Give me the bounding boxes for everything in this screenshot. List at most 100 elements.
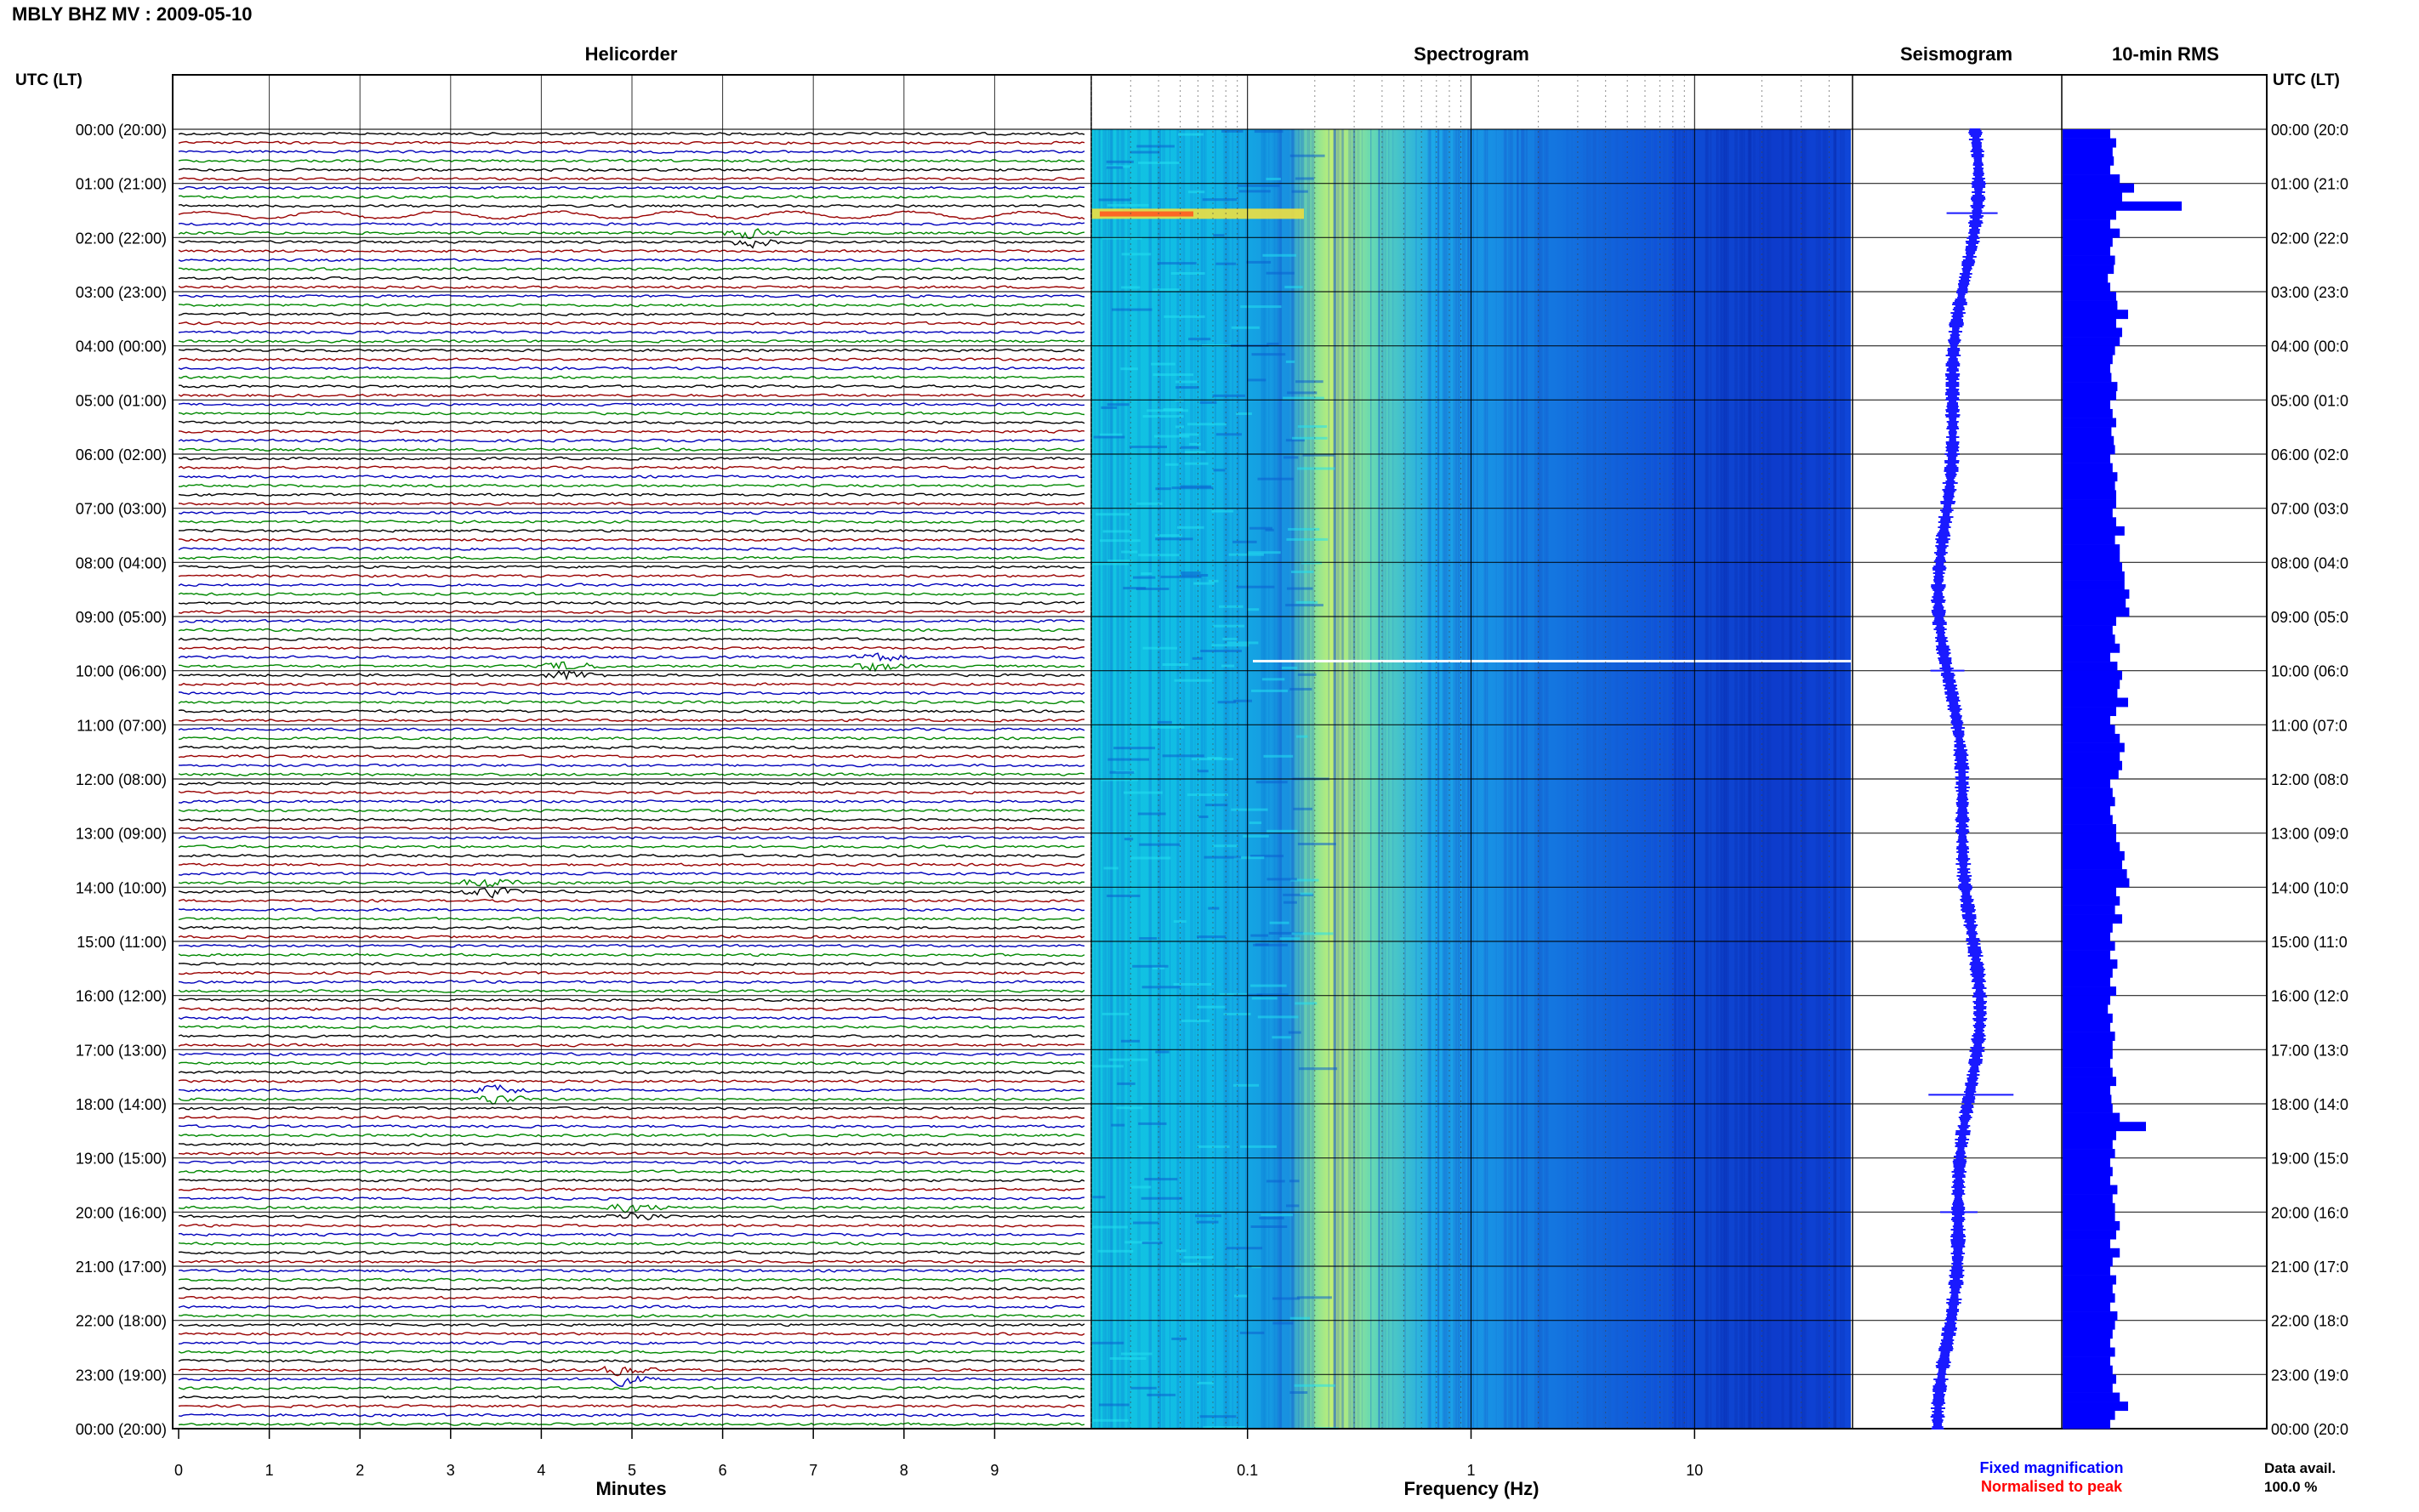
spectrogram-patch xyxy=(1300,892,1313,895)
rms-bar xyxy=(2063,662,2118,671)
spectrogram-patch xyxy=(1124,791,1163,794)
spectrogram-patch xyxy=(1215,433,1242,436)
spectrogram-patch xyxy=(1157,720,1172,724)
left-time-label: 18:00 (14:00) xyxy=(76,1096,167,1113)
left-time-label: 15:00 (11:00) xyxy=(77,934,167,951)
rms-bar xyxy=(2063,310,2128,320)
spectrogram-patch xyxy=(1106,166,1124,169)
spectrogram-patch xyxy=(1181,574,1209,577)
rms-bar xyxy=(2063,390,2116,401)
spectrogram-patch xyxy=(1107,895,1141,897)
minutes-axis-label: Minutes xyxy=(595,1478,666,1499)
rms-bar xyxy=(2063,1067,2113,1077)
left-time-label: 00:00 (20:00) xyxy=(76,1421,167,1438)
spectrogram-patch xyxy=(1266,178,1281,180)
spectrogram-patch xyxy=(1112,308,1153,311)
spectrogram-patch xyxy=(1121,1352,1153,1356)
right-time-label: 04:00 (00:0 xyxy=(2271,338,2348,355)
spectrogram-patch xyxy=(1174,679,1212,682)
minute-tick-label: 8 xyxy=(900,1462,908,1479)
spectrogram-patch xyxy=(1221,664,1235,668)
spectrogram-patch xyxy=(1289,687,1312,691)
spectrogram-patch xyxy=(1266,878,1297,881)
spectrogram-patch xyxy=(1113,747,1156,750)
rms-bar xyxy=(2063,607,2130,617)
rms-bar xyxy=(2063,760,2122,770)
rms-bar xyxy=(2063,1004,2109,1015)
right-time-label: 10:00 (06:0 xyxy=(2271,663,2348,680)
left-time-label: 12:00 (08:00) xyxy=(76,771,167,788)
spectrogram-patch xyxy=(1294,1384,1335,1387)
frequency-tick-label: 0.1 xyxy=(1237,1462,1258,1479)
rms-bar xyxy=(2063,986,2116,996)
right-time-label: 00:00 (20:0 xyxy=(2271,122,2348,139)
spectrogram-patch xyxy=(1197,1005,1226,1009)
spectrogram-patch xyxy=(1208,907,1220,910)
spectrogram-patch xyxy=(1272,1297,1301,1300)
spectrogram-patch xyxy=(1289,1391,1308,1394)
spectrogram-patch xyxy=(1202,198,1238,202)
right-time-label: 18:00 (14:0 xyxy=(2271,1096,2348,1113)
right-time-label: 03:00 (23:0 xyxy=(2271,284,2348,301)
rms-bar xyxy=(2063,1149,2115,1158)
spectrogram-patch xyxy=(1257,477,1294,480)
spectrogram-patch xyxy=(1102,236,1142,240)
spectrogram-gap xyxy=(1253,659,1851,662)
left-time-label: 13:00 (09:00) xyxy=(76,826,167,843)
spectrogram-patch xyxy=(1091,1065,1124,1068)
left-time-label: 14:00 (10:00) xyxy=(76,879,167,896)
spectrogram-patch xyxy=(1291,436,1328,440)
spectrogram-patch xyxy=(1232,540,1257,543)
left-time-label: 10:00 (06:00) xyxy=(76,663,167,680)
rms-bar xyxy=(2063,526,2125,536)
rms-bar xyxy=(2063,923,2113,933)
spectrogram-patch xyxy=(1153,435,1190,438)
rms-bar xyxy=(2063,174,2120,184)
rms-bar xyxy=(2063,1194,2113,1204)
spectrogram-patch xyxy=(1097,1249,1134,1253)
spectrogram-patch xyxy=(1295,735,1308,738)
spectrogram-patch xyxy=(1181,1020,1210,1022)
rms-bar xyxy=(2063,887,2116,897)
spectrogram-patch xyxy=(1212,394,1245,397)
spectrogram-patch xyxy=(1099,1403,1130,1407)
rms-bar xyxy=(2063,1094,2112,1105)
spectrogram-patch xyxy=(1250,984,1287,987)
rms-bar xyxy=(2063,1239,2110,1249)
spectrogram-grid xyxy=(1090,75,1830,1429)
left-time-label: 02:00 (22:00) xyxy=(76,230,167,247)
minute-tick-label: 2 xyxy=(356,1462,364,1479)
spectrogram-patch xyxy=(1238,190,1271,193)
spectrogram-patch xyxy=(1102,530,1132,533)
spectrogram-patch xyxy=(1142,646,1177,650)
rms-bar xyxy=(2063,715,2110,725)
spectrogram-patch xyxy=(1142,415,1184,418)
spectrogram-patch xyxy=(1283,396,1324,400)
rms-bar xyxy=(2063,255,2115,265)
spectrogram-patch xyxy=(1192,657,1203,660)
spectrogram-patch xyxy=(1295,380,1323,384)
rms-bar xyxy=(2063,1122,2146,1132)
rms-bar xyxy=(2063,1401,2128,1412)
spectrogram-patch xyxy=(1130,151,1159,154)
spectrogram-patch xyxy=(1234,1294,1248,1298)
spectrogram-patch xyxy=(1144,1178,1178,1181)
hour-gridlines xyxy=(173,128,2267,1430)
spectrogram-patch xyxy=(1155,487,1171,491)
rms-bar xyxy=(2063,1032,2115,1042)
left-time-label: 00:00 (20:00) xyxy=(76,122,167,139)
rms-bar xyxy=(2063,589,2130,600)
spectrogram-patch xyxy=(1157,262,1197,265)
spectrogram-patch xyxy=(1129,446,1167,448)
spectrogram-patch xyxy=(1239,1331,1265,1334)
minute-tick-label: 6 xyxy=(719,1462,727,1479)
spectrogram-patch xyxy=(1195,1214,1221,1218)
rms-bar xyxy=(2063,147,2113,157)
spectrogram-patch xyxy=(1130,1386,1157,1390)
spectrogram-patch xyxy=(1132,964,1169,968)
rms-bar xyxy=(2063,1212,2115,1222)
rms-bar xyxy=(2063,553,2120,563)
rms-bar xyxy=(2063,1058,2110,1068)
spectrogram-patch xyxy=(1226,1247,1263,1250)
rms-bar xyxy=(2063,1040,2113,1050)
